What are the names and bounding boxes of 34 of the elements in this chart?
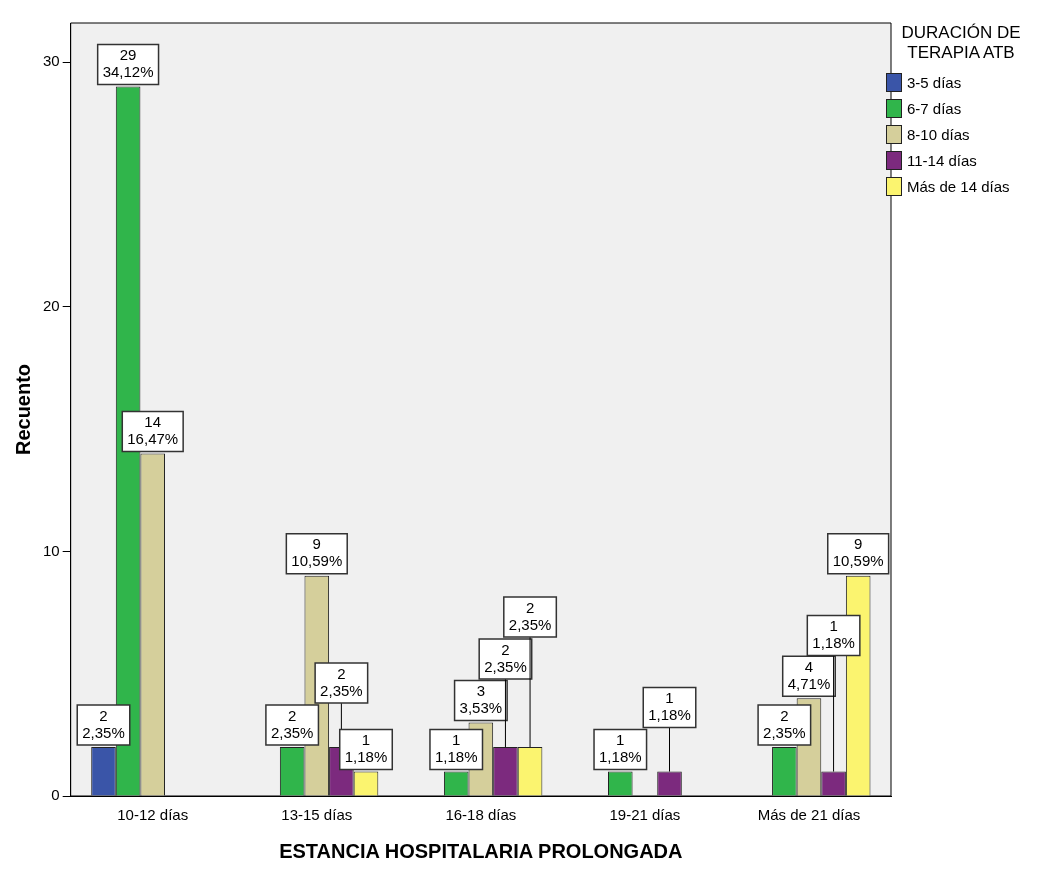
data-label: 1 1,18%: [434, 731, 478, 766]
legend-title: DURACIÓN DE TERAPIA ATB: [900, 23, 1022, 63]
data-label: 3 3,53%: [459, 682, 503, 717]
x-tick-label: 10-12 días: [117, 806, 189, 824]
data-label: 14 16,47%: [127, 413, 179, 448]
data-label: 9 10,59%: [291, 535, 343, 570]
x-tick-label: 13-15 días: [281, 806, 353, 824]
y-tick-label: 30: [43, 52, 60, 70]
data-label: 2 2,35%: [508, 598, 552, 633]
data-label: 29 34,12%: [102, 46, 154, 81]
legend-label: 8-10 días: [907, 125, 970, 143]
x-tick-label: 16-18 días: [445, 806, 517, 824]
y-axis-title: Recuento: [11, 363, 34, 456]
data-label: 1 1,18%: [812, 617, 855, 652]
y-tick-label: 0: [51, 786, 60, 804]
data-label: 1 1,18%: [599, 731, 642, 766]
y-tick-label: 20: [43, 296, 60, 314]
data-label: 4 4,71%: [787, 657, 831, 692]
legend-label: 6-7 días: [907, 99, 962, 117]
data-label: 2 2,35%: [82, 706, 125, 741]
x-tick-label: 19-21 días: [609, 806, 681, 824]
data-label: 2 2,35%: [484, 640, 527, 675]
legend-label: 3-5 días: [907, 73, 962, 91]
data-label: 9 10,59%: [832, 535, 884, 570]
data-label: 1 1,18%: [344, 731, 388, 766]
x-tick-label: Más de 21 días: [757, 806, 861, 824]
y-tick-label: 10: [43, 541, 60, 559]
data-label: 1 1,18%: [648, 689, 691, 724]
data-label: 2 2,35%: [270, 706, 314, 741]
data-label: 2 2,35%: [763, 706, 806, 741]
legend-label: 11-14 días: [907, 151, 977, 169]
legend-label: Más de 14 días: [907, 177, 1010, 195]
data-label: 2 2,35%: [320, 664, 363, 699]
x-axis-title: ESTANCIA HOSPITALARIA PROLONGADA: [279, 839, 683, 862]
